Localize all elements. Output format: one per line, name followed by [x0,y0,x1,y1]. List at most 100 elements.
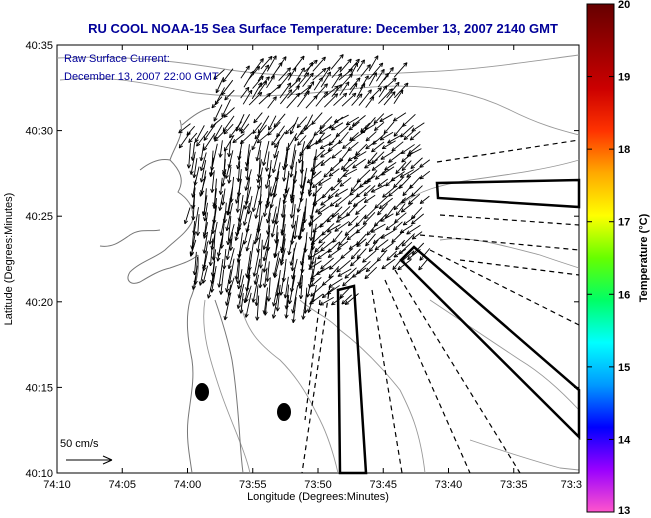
current-vector [373,113,385,124]
current-vector [235,259,241,285]
current-vector [299,123,313,135]
current-vector [315,91,329,107]
current-vector [252,75,264,89]
colorbar-tick-label: 16 [618,289,630,301]
current-vector [270,213,278,238]
x-tick-label: 74:00 [174,479,202,491]
current-vector [393,176,405,189]
current-vector [215,76,224,94]
current-vector [333,114,349,123]
current-vector [251,274,259,303]
colorbar-tick-label: 17 [618,217,630,229]
current-vector [334,194,350,208]
current-vector [363,194,376,203]
current-vector [293,55,305,70]
current-vector [312,68,327,81]
current-vector [297,90,310,108]
x-tick-label: 73:40 [435,479,463,491]
current-vector [393,123,405,137]
current-vector [225,240,232,260]
current-vector [319,141,335,150]
current-vector [271,150,279,174]
current-vector [232,133,245,144]
current-vector [198,259,206,286]
current-vector [383,91,396,106]
current-vector [320,71,331,88]
current-vector [260,55,273,70]
current-vector [225,269,232,293]
current-vector [348,121,360,131]
current-vector [226,216,232,246]
current-vector [309,215,314,241]
current-vector [194,125,205,143]
current-vector [381,140,396,150]
current-vector [345,116,360,126]
current-vector [310,159,325,172]
buoy-marker [195,383,209,401]
current-vector [310,232,325,246]
current-vector [207,274,215,299]
current-vector [380,229,396,239]
current-vector [305,95,318,109]
current-vector [411,213,425,225]
current-vector [395,161,407,175]
current-vector [334,221,350,232]
current-vector [378,197,393,210]
current-vector [329,197,342,207]
current-vector [351,267,367,278]
current-vector [307,175,314,194]
current-vector [329,256,344,270]
current-vector [271,292,279,319]
current-vector [273,239,280,259]
current-vector [312,223,324,233]
current-vector [341,294,352,305]
current-vector [365,131,377,142]
colorbar-tick-label: 20 [618,0,630,11]
current-vector [317,205,330,215]
current-vector [339,58,352,73]
x-tick-label: 74:10 [43,479,71,491]
current-vector [251,82,263,100]
current-vector [223,292,232,321]
radar-beam-outlines [336,178,581,475]
x-tick-label: 73:3 [561,479,582,491]
current-vector [323,85,339,98]
current-vector [285,122,297,135]
current-vector [248,66,261,80]
current-vector [366,222,379,236]
current-vector [262,267,268,288]
current-vector [321,275,334,286]
current-vector [363,185,376,197]
current-vector [344,267,357,279]
x-tick-label: 73:50 [304,479,332,491]
current-vector [191,265,198,290]
current-vector [336,259,351,273]
current-vector [227,140,232,158]
current-vector [264,151,270,172]
current-vector [290,248,295,272]
current-vector [383,121,395,135]
current-vector [327,248,341,258]
current-vector [401,160,412,172]
current-vector [331,149,343,159]
current-vector [217,258,224,288]
current-vector [310,247,317,265]
current-vector [330,54,344,70]
y-tick-label: 40:30 [25,126,53,138]
current-vector [287,67,297,81]
current-vector [342,276,353,287]
current-vector [248,91,263,106]
current-vector [395,239,406,251]
current-vector [380,151,394,160]
current-vector [243,70,255,88]
current-vector [211,96,223,109]
current-vector [188,132,198,143]
current-vector [333,92,348,106]
current-vector [339,177,352,187]
current-vector [331,84,343,97]
current-vector [189,239,197,257]
current-vector [195,214,201,236]
current-vector [369,87,382,100]
current-vector [411,231,423,240]
